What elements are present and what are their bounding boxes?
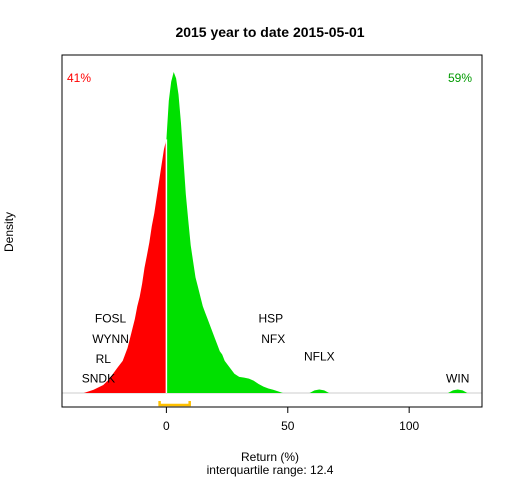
annotation-wynn: WYNN — [92, 332, 129, 346]
annotation-rl: RL — [96, 352, 112, 366]
iqr-bracket — [158, 401, 191, 407]
annotation-win: WIN — [446, 371, 469, 385]
annotation-nflx: NFLX — [304, 350, 335, 364]
negative-density-area — [83, 139, 167, 393]
pct-negative-label: 41% — [67, 71, 91, 85]
annotation-fosl: FOSL — [95, 312, 127, 326]
annotation-nfx: NFX — [261, 332, 285, 346]
x-tick-label: 50 — [281, 419, 295, 433]
x-axis: 0 50 100 — [163, 406, 419, 433]
annotation-group: FOSL WYNN RL SNDK HSP NFX NFLX WIN — [82, 312, 470, 386]
x-tick-label: 100 — [399, 419, 419, 433]
x-axis-label: Return (%) — [241, 450, 299, 464]
annotation-hsp: HSP — [258, 312, 283, 326]
positive-density-area — [166, 72, 468, 393]
y-axis-label: Density — [2, 212, 16, 252]
iqr-subtitle: interquartile range: 12.4 — [207, 463, 334, 477]
iqr-bracket-line — [158, 401, 191, 407]
x-tick-label: 0 — [163, 419, 170, 433]
plot-frame — [61, 54, 483, 408]
annotation-sndk: SNDK — [82, 371, 115, 385]
density-area-group — [62, 72, 482, 394]
pct-positive-label: 59% — [448, 71, 472, 85]
chart-title: 2015 year to date 2015-05-01 — [175, 24, 364, 40]
